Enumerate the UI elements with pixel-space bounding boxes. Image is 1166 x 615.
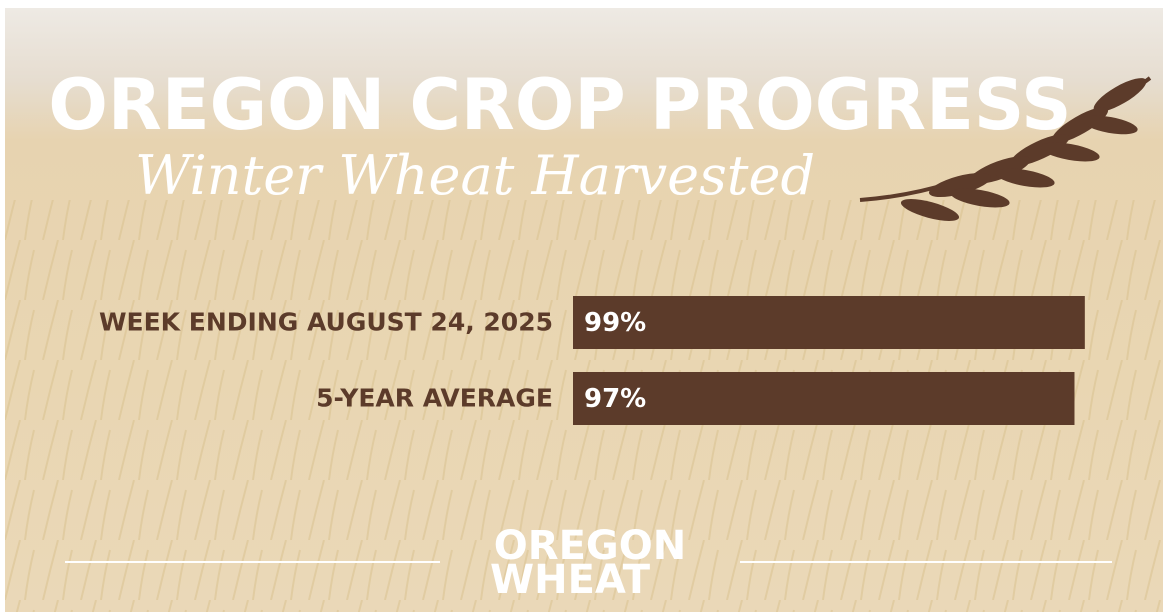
bar xyxy=(573,296,1085,349)
infographic: OREGON CROP PROGRESS Winter Wheat Harves… xyxy=(0,0,1166,615)
category-label: WEEK ENDING AUGUST 24, 2025 xyxy=(99,308,553,337)
bar xyxy=(573,372,1074,425)
title: OREGON CROP PROGRESS xyxy=(48,64,1071,146)
subtitle: Winter Wheat Harvested xyxy=(135,144,815,207)
logo-line: WHEAT xyxy=(490,557,651,603)
value-label: 97% xyxy=(584,384,646,414)
category-label: 5-YEAR AVERAGE xyxy=(316,384,553,413)
value-label: 99% xyxy=(584,308,646,338)
